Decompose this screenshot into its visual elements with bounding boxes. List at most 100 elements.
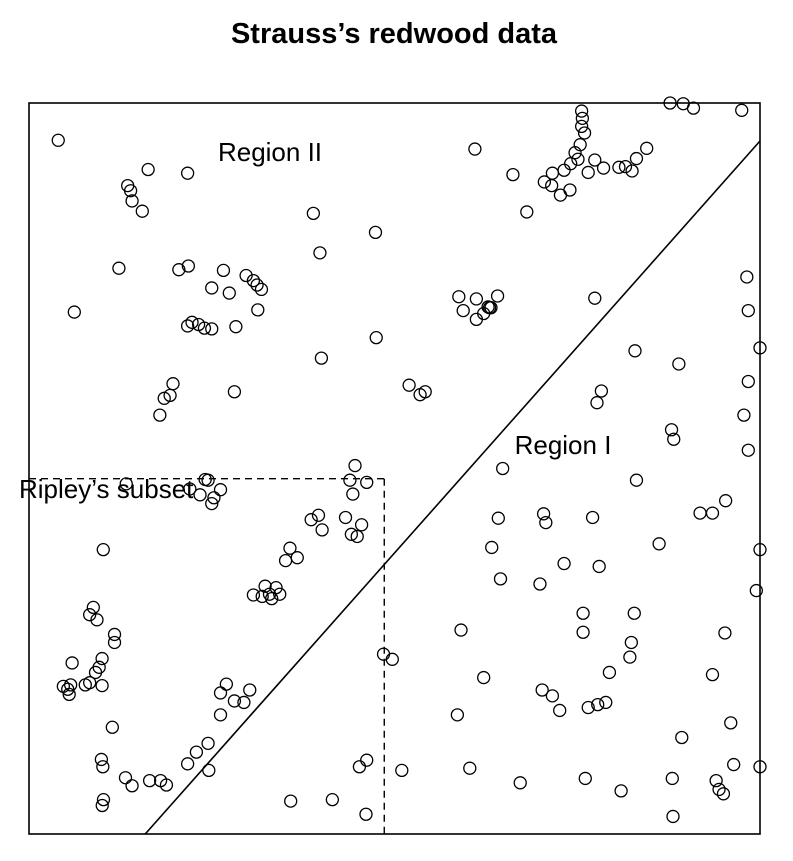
data-point <box>153 408 167 422</box>
data-point <box>705 667 720 682</box>
data-point <box>86 600 100 615</box>
data-point <box>576 625 590 639</box>
data-point <box>51 133 65 147</box>
data-point <box>205 281 219 295</box>
data-point <box>456 303 470 318</box>
data-point <box>665 771 679 786</box>
data-point <box>574 119 589 134</box>
data-point <box>741 443 755 457</box>
data-point <box>237 695 251 710</box>
data-point <box>83 608 97 622</box>
data-point <box>61 682 75 696</box>
data-point <box>753 760 767 774</box>
region-1-label: Region I <box>515 430 612 460</box>
data-point <box>741 303 755 318</box>
data-point <box>222 286 236 300</box>
data-point <box>578 771 592 786</box>
data-point <box>255 589 269 604</box>
data-point <box>180 319 195 333</box>
data-point <box>402 378 416 392</box>
data-point <box>246 273 261 288</box>
data-point <box>135 204 149 218</box>
data-point <box>450 708 465 722</box>
data-point <box>575 111 590 126</box>
data-point <box>625 164 639 178</box>
data-point <box>727 757 741 772</box>
data-point <box>588 291 602 305</box>
data-point <box>564 157 578 171</box>
data-point <box>207 491 221 505</box>
data-point <box>201 473 215 487</box>
data-point <box>545 166 560 180</box>
data-point <box>313 246 327 260</box>
data-point <box>520 205 534 219</box>
data-point <box>350 529 364 544</box>
data-point <box>537 175 552 189</box>
data-point <box>193 488 207 502</box>
data-point <box>105 720 119 734</box>
data-point <box>629 151 644 166</box>
data-point <box>693 506 707 520</box>
data-point <box>243 683 257 697</box>
data-point <box>496 461 510 476</box>
data-point <box>314 351 329 365</box>
data-point <box>602 665 617 680</box>
data-point <box>469 292 484 306</box>
data-point <box>491 511 505 525</box>
data-point <box>359 807 373 821</box>
data-points <box>51 96 767 824</box>
data-point <box>315 523 329 537</box>
data-point <box>493 572 508 586</box>
data-point <box>306 206 321 221</box>
data-point <box>536 507 551 521</box>
data-point <box>628 344 642 358</box>
dividing-line <box>144 140 761 835</box>
data-point <box>118 771 133 785</box>
data-point <box>705 506 720 520</box>
data-point <box>251 303 265 317</box>
data-point <box>88 665 103 680</box>
data-point <box>157 391 171 405</box>
data-point <box>640 141 654 155</box>
data-point <box>590 396 604 410</box>
data-point <box>563 183 577 197</box>
data-point <box>172 263 186 277</box>
data-point <box>591 697 605 712</box>
data-point <box>652 537 666 551</box>
data-point <box>112 261 126 275</box>
data-point <box>686 101 701 115</box>
data-point <box>585 510 600 525</box>
data-point <box>94 752 109 767</box>
data-point <box>185 315 199 329</box>
data-point <box>180 166 195 180</box>
data-point <box>577 126 592 140</box>
plot-frame <box>28 102 761 835</box>
data-point <box>709 773 723 788</box>
data-point <box>618 159 633 174</box>
data-point <box>273 587 287 601</box>
data-point <box>229 320 243 334</box>
data-point <box>735 103 749 117</box>
data-point <box>576 606 590 620</box>
data-point <box>574 104 589 118</box>
guide-lines <box>29 140 761 835</box>
data-point <box>346 487 360 501</box>
data-point <box>348 458 362 473</box>
data-point <box>485 540 499 555</box>
data-point <box>205 496 219 511</box>
data-point <box>95 678 109 693</box>
data-point <box>227 385 242 399</box>
data-point <box>612 160 626 174</box>
data-point <box>90 613 104 627</box>
data-point <box>581 165 595 180</box>
data-point <box>311 508 326 522</box>
data-point <box>213 686 228 700</box>
data-point <box>545 178 559 193</box>
data-point <box>663 96 677 110</box>
data-point <box>246 588 261 602</box>
data-point <box>385 652 399 666</box>
data-point <box>123 184 138 198</box>
data-point <box>83 676 97 690</box>
data-point <box>672 357 686 371</box>
data-point <box>418 385 432 399</box>
